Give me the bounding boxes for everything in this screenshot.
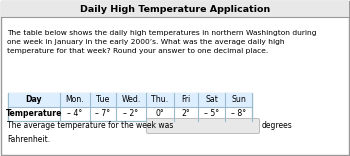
Text: temperature for that week? Round your answer to one decimal place.: temperature for that week? Round your an…: [7, 48, 268, 54]
Bar: [8, 93, 252, 107]
Text: Temperature: Temperature: [6, 110, 62, 119]
Bar: [8, 93, 252, 121]
Text: Day: Day: [26, 95, 42, 105]
Text: Mon.: Mon.: [66, 95, 84, 105]
Text: – 2°: – 2°: [124, 110, 139, 119]
Text: The table below shows the daily high temperatures in northern Washington during: The table below shows the daily high tem…: [7, 30, 316, 36]
FancyBboxPatch shape: [147, 119, 259, 134]
Text: Sun: Sun: [231, 95, 246, 105]
Text: – 7°: – 7°: [96, 110, 111, 119]
Bar: [1, 1, 349, 17]
Text: Sat: Sat: [205, 95, 218, 105]
Text: – 8°: – 8°: [231, 110, 246, 119]
Text: Fahrenheit.: Fahrenheit.: [7, 136, 50, 144]
Text: degrees: degrees: [262, 122, 293, 131]
Text: Thu.: Thu.: [151, 95, 169, 105]
Text: Wed.: Wed.: [121, 95, 141, 105]
Text: 2°: 2°: [182, 110, 190, 119]
Text: one week in January in the early 2000’s. What was the average daily high: one week in January in the early 2000’s.…: [7, 39, 285, 45]
Text: Fri: Fri: [181, 95, 191, 105]
Text: – 5°: – 5°: [204, 110, 219, 119]
Text: 0°: 0°: [156, 110, 164, 119]
Text: Daily High Temperature Application: Daily High Temperature Application: [80, 5, 270, 14]
Text: The average temperature for the week was: The average temperature for the week was: [7, 122, 173, 131]
Text: Tue: Tue: [96, 95, 110, 105]
Text: – 4°: – 4°: [67, 110, 83, 119]
